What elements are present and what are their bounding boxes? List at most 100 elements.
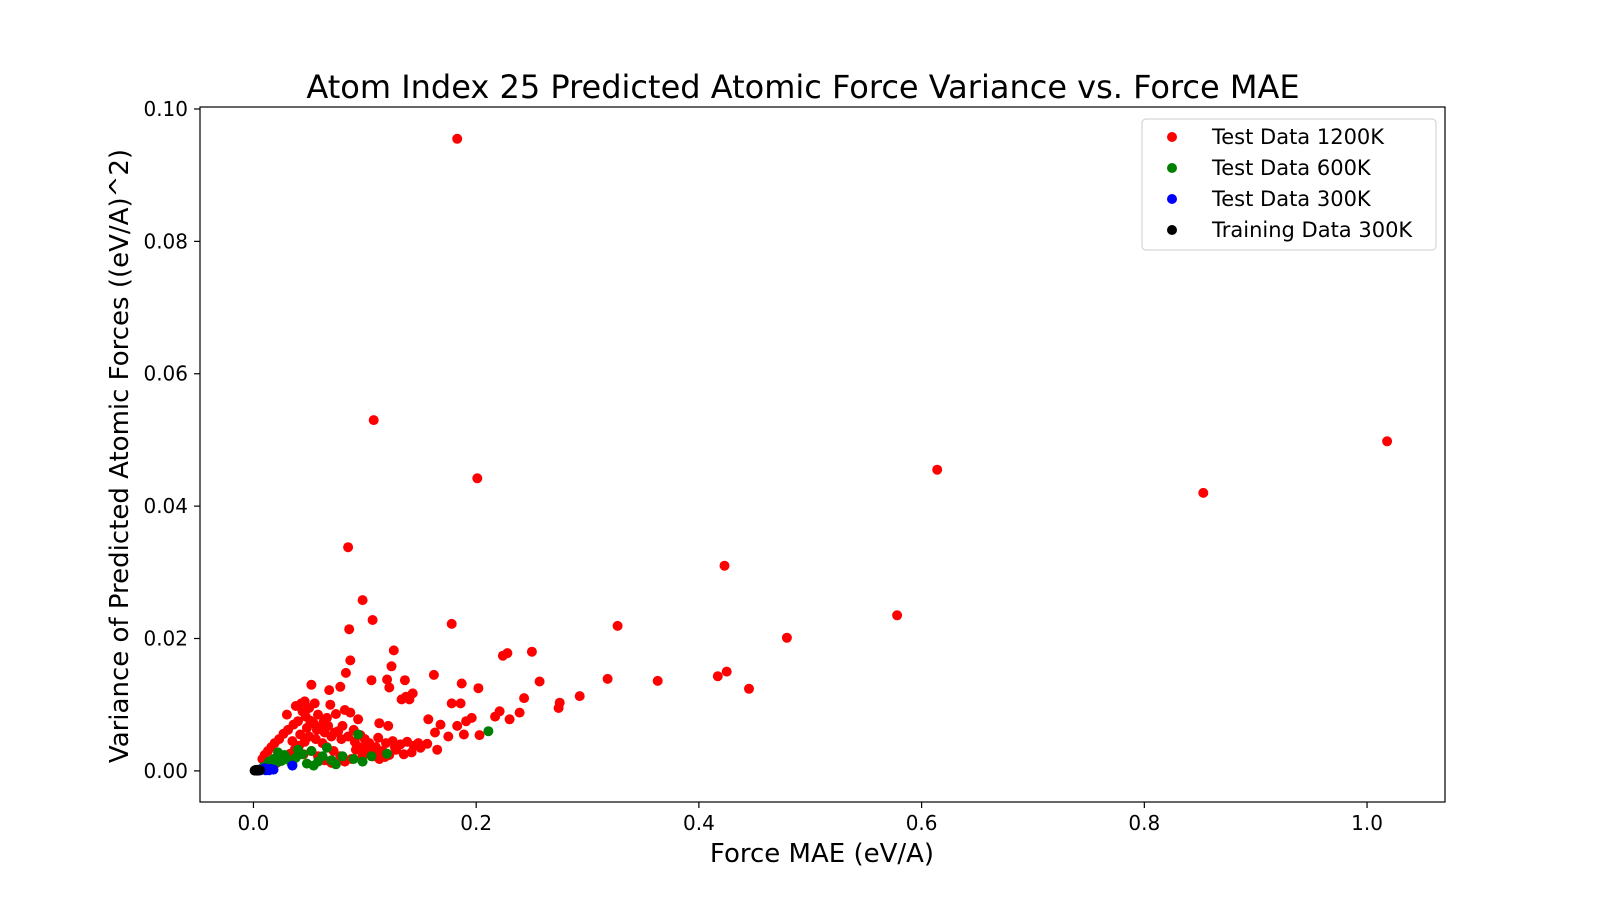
y-tick-label: 0.06 bbox=[143, 362, 188, 386]
data-point bbox=[446, 618, 457, 629]
data-point bbox=[399, 675, 410, 686]
data-point bbox=[374, 754, 385, 764]
data-point bbox=[353, 714, 364, 725]
chart-title: Atom Index 25 Predicted Atomic Force Var… bbox=[306, 68, 1299, 106]
y-tick-label: 0.02 bbox=[143, 627, 188, 651]
data-point bbox=[306, 746, 317, 756]
data-point bbox=[330, 709, 341, 719]
data-point bbox=[435, 719, 446, 730]
data-point bbox=[455, 698, 466, 709]
legend-label: Test Data 600K bbox=[1211, 156, 1372, 180]
data-point bbox=[383, 720, 394, 731]
plot-points bbox=[249, 133, 1393, 776]
data-point bbox=[321, 742, 332, 753]
data-point bbox=[602, 673, 613, 684]
data-point bbox=[306, 679, 317, 690]
data-point bbox=[317, 751, 328, 762]
legend-label: Test Data 300K bbox=[1211, 187, 1372, 211]
legend-box bbox=[1141, 118, 1437, 251]
data-point bbox=[374, 718, 385, 729]
data-point bbox=[337, 751, 348, 762]
data-point bbox=[553, 703, 564, 713]
legend-marker bbox=[1167, 163, 1177, 173]
y-tick-label: 0.10 bbox=[143, 97, 188, 121]
data-point bbox=[1198, 487, 1209, 498]
x-tick-label: 0.2 bbox=[460, 811, 492, 835]
data-point bbox=[712, 671, 723, 682]
data-point bbox=[308, 760, 319, 771]
data-point bbox=[386, 661, 397, 672]
data-point bbox=[287, 760, 298, 771]
data-point bbox=[367, 615, 378, 625]
data-point bbox=[323, 720, 334, 731]
data-point bbox=[337, 720, 348, 731]
data-point bbox=[305, 715, 316, 726]
data-point bbox=[343, 542, 354, 553]
data-point bbox=[456, 678, 467, 689]
data-point bbox=[490, 711, 501, 722]
data-point bbox=[413, 738, 424, 749]
legend-marker bbox=[1167, 194, 1177, 204]
data-point bbox=[497, 650, 508, 661]
series-3 bbox=[249, 764, 266, 776]
legend-label: Test Data 1200K bbox=[1211, 125, 1385, 149]
y-tick-label: 0.08 bbox=[143, 229, 188, 253]
data-point bbox=[534, 676, 545, 687]
data-point bbox=[357, 756, 368, 767]
data-point bbox=[452, 133, 463, 144]
legend-marker bbox=[1167, 225, 1177, 235]
data-point bbox=[345, 655, 356, 666]
data-point bbox=[932, 464, 943, 475]
data-point bbox=[519, 693, 530, 704]
legend-label: Training Data 300K bbox=[1211, 218, 1413, 242]
data-point bbox=[574, 691, 585, 702]
data-point bbox=[422, 738, 433, 749]
data-point bbox=[366, 751, 377, 762]
data-point bbox=[389, 742, 400, 753]
data-point bbox=[432, 744, 443, 755]
x-axis-label: Force MAE (eV/A) bbox=[710, 839, 934, 869]
data-point bbox=[295, 729, 306, 740]
data-point bbox=[404, 694, 415, 705]
data-point bbox=[458, 729, 469, 740]
data-point bbox=[892, 610, 903, 621]
data-point bbox=[473, 683, 484, 694]
data-point bbox=[474, 730, 485, 741]
legend: Test Data 1200K Test Data 600K Test Data 3… bbox=[1141, 118, 1437, 251]
data-point bbox=[311, 724, 322, 735]
data-point bbox=[652, 675, 663, 686]
y-tick-label: 0.04 bbox=[143, 494, 188, 518]
data-point bbox=[344, 624, 355, 635]
data-point bbox=[514, 707, 525, 718]
data-point bbox=[353, 729, 364, 740]
data-point bbox=[384, 682, 395, 693]
data-point bbox=[423, 714, 434, 725]
data-point bbox=[452, 720, 463, 731]
data-point bbox=[368, 415, 379, 426]
x-tick-label: 0.4 bbox=[683, 811, 715, 835]
data-point bbox=[354, 742, 365, 753]
data-point bbox=[373, 732, 384, 743]
x-tick-label: 1.0 bbox=[1351, 811, 1383, 835]
data-point bbox=[293, 744, 303, 755]
x-axis-ticks: 0.0 0.2 0.4 0.6 0.8 1.0 bbox=[238, 802, 1383, 835]
data-point bbox=[382, 674, 393, 685]
data-point bbox=[446, 698, 457, 709]
data-point bbox=[719, 560, 730, 571]
data-point bbox=[388, 645, 399, 656]
data-point bbox=[382, 748, 393, 759]
plot-frame bbox=[199, 106, 1446, 803]
data-point bbox=[396, 694, 407, 705]
data-point bbox=[526, 646, 537, 657]
data-point bbox=[366, 675, 377, 686]
data-point bbox=[340, 667, 351, 678]
y-axis-ticks: 0.00 0.02 0.04 0.06 0.08 0.10 bbox=[143, 97, 200, 783]
data-point bbox=[313, 709, 323, 720]
data-point bbox=[348, 754, 359, 764]
data-point bbox=[406, 747, 417, 758]
data-point bbox=[466, 712, 477, 723]
data-point bbox=[281, 709, 292, 720]
data-point bbox=[398, 749, 409, 760]
data-point bbox=[335, 681, 346, 692]
